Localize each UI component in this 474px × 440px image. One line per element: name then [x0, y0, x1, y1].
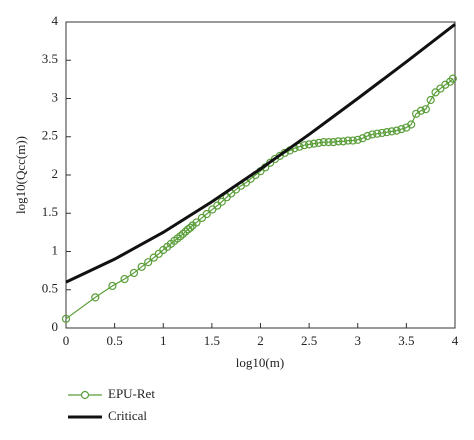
- data-point: [324, 138, 333, 147]
- legend-marker: [80, 390, 90, 400]
- data-point: [217, 197, 226, 206]
- y-axis-label: log10(Qcc(m)): [13, 136, 28, 214]
- data-point: [178, 229, 188, 239]
- data-point: [137, 262, 146, 271]
- x-tick-label: 0.5: [107, 333, 123, 348]
- data-point: [305, 140, 314, 149]
- x-tick-label: 1.5: [204, 333, 220, 348]
- x-tick-label: 3.5: [398, 333, 414, 348]
- data-point: [339, 137, 348, 146]
- data-point: [353, 135, 362, 144]
- x-tick-label: 2: [257, 333, 264, 348]
- data-point: [295, 142, 304, 151]
- y-tick-label: 2: [52, 166, 59, 181]
- x-tick-label: 1: [160, 333, 167, 348]
- y-tick-label: 3.5: [42, 51, 58, 66]
- data-point: [314, 138, 323, 147]
- data-point: [186, 223, 195, 232]
- x-tick-label: 3: [355, 333, 362, 348]
- data-point: [309, 139, 319, 148]
- y-tick-label: 1.5: [42, 204, 58, 219]
- data-point: [329, 138, 338, 147]
- y-tick-label: 4: [52, 13, 59, 28]
- legend-label: EPU-Ret: [108, 386, 155, 401]
- data-point: [343, 136, 353, 145]
- x-axis-label: log10(m): [236, 355, 284, 370]
- data-point: [176, 232, 185, 241]
- data-point: [392, 126, 401, 135]
- data-point: [387, 127, 396, 136]
- data-point: [120, 274, 129, 284]
- data-point: [407, 120, 416, 129]
- legend-label: Critical: [108, 408, 147, 423]
- data-point: [348, 136, 357, 145]
- data-point: [129, 268, 139, 278]
- y-tick-label: 1: [52, 242, 59, 257]
- data-point: [368, 130, 377, 139]
- data-point: [192, 218, 201, 227]
- data-point: [144, 258, 153, 267]
- x-tick-label: 0: [63, 333, 70, 348]
- data-point: [382, 128, 392, 137]
- data-point: [334, 137, 343, 146]
- y-tick-label: 0: [52, 319, 59, 334]
- series-line: [65, 23, 456, 284]
- data-point: [319, 138, 328, 147]
- data-point: [397, 125, 406, 134]
- y-tick-label: 0.5: [42, 281, 58, 296]
- data-point: [363, 131, 372, 141]
- data-point: [448, 74, 457, 83]
- data-point: [421, 105, 430, 114]
- data-point: [202, 209, 211, 219]
- data-point: [300, 141, 309, 150]
- y-tick-label: 3: [52, 89, 59, 104]
- data-point: [377, 128, 387, 138]
- data-point: [416, 106, 426, 115]
- data-point: [426, 95, 435, 105]
- x-tick-label: 2.5: [301, 333, 317, 348]
- data-point: [108, 281, 117, 291]
- data-point: [358, 134, 367, 143]
- x-tick-label: 4: [452, 333, 459, 348]
- y-tick-label: 2.5: [42, 128, 58, 143]
- data-point: [61, 314, 71, 323]
- data-point: [91, 293, 100, 302]
- data-point: [373, 129, 382, 138]
